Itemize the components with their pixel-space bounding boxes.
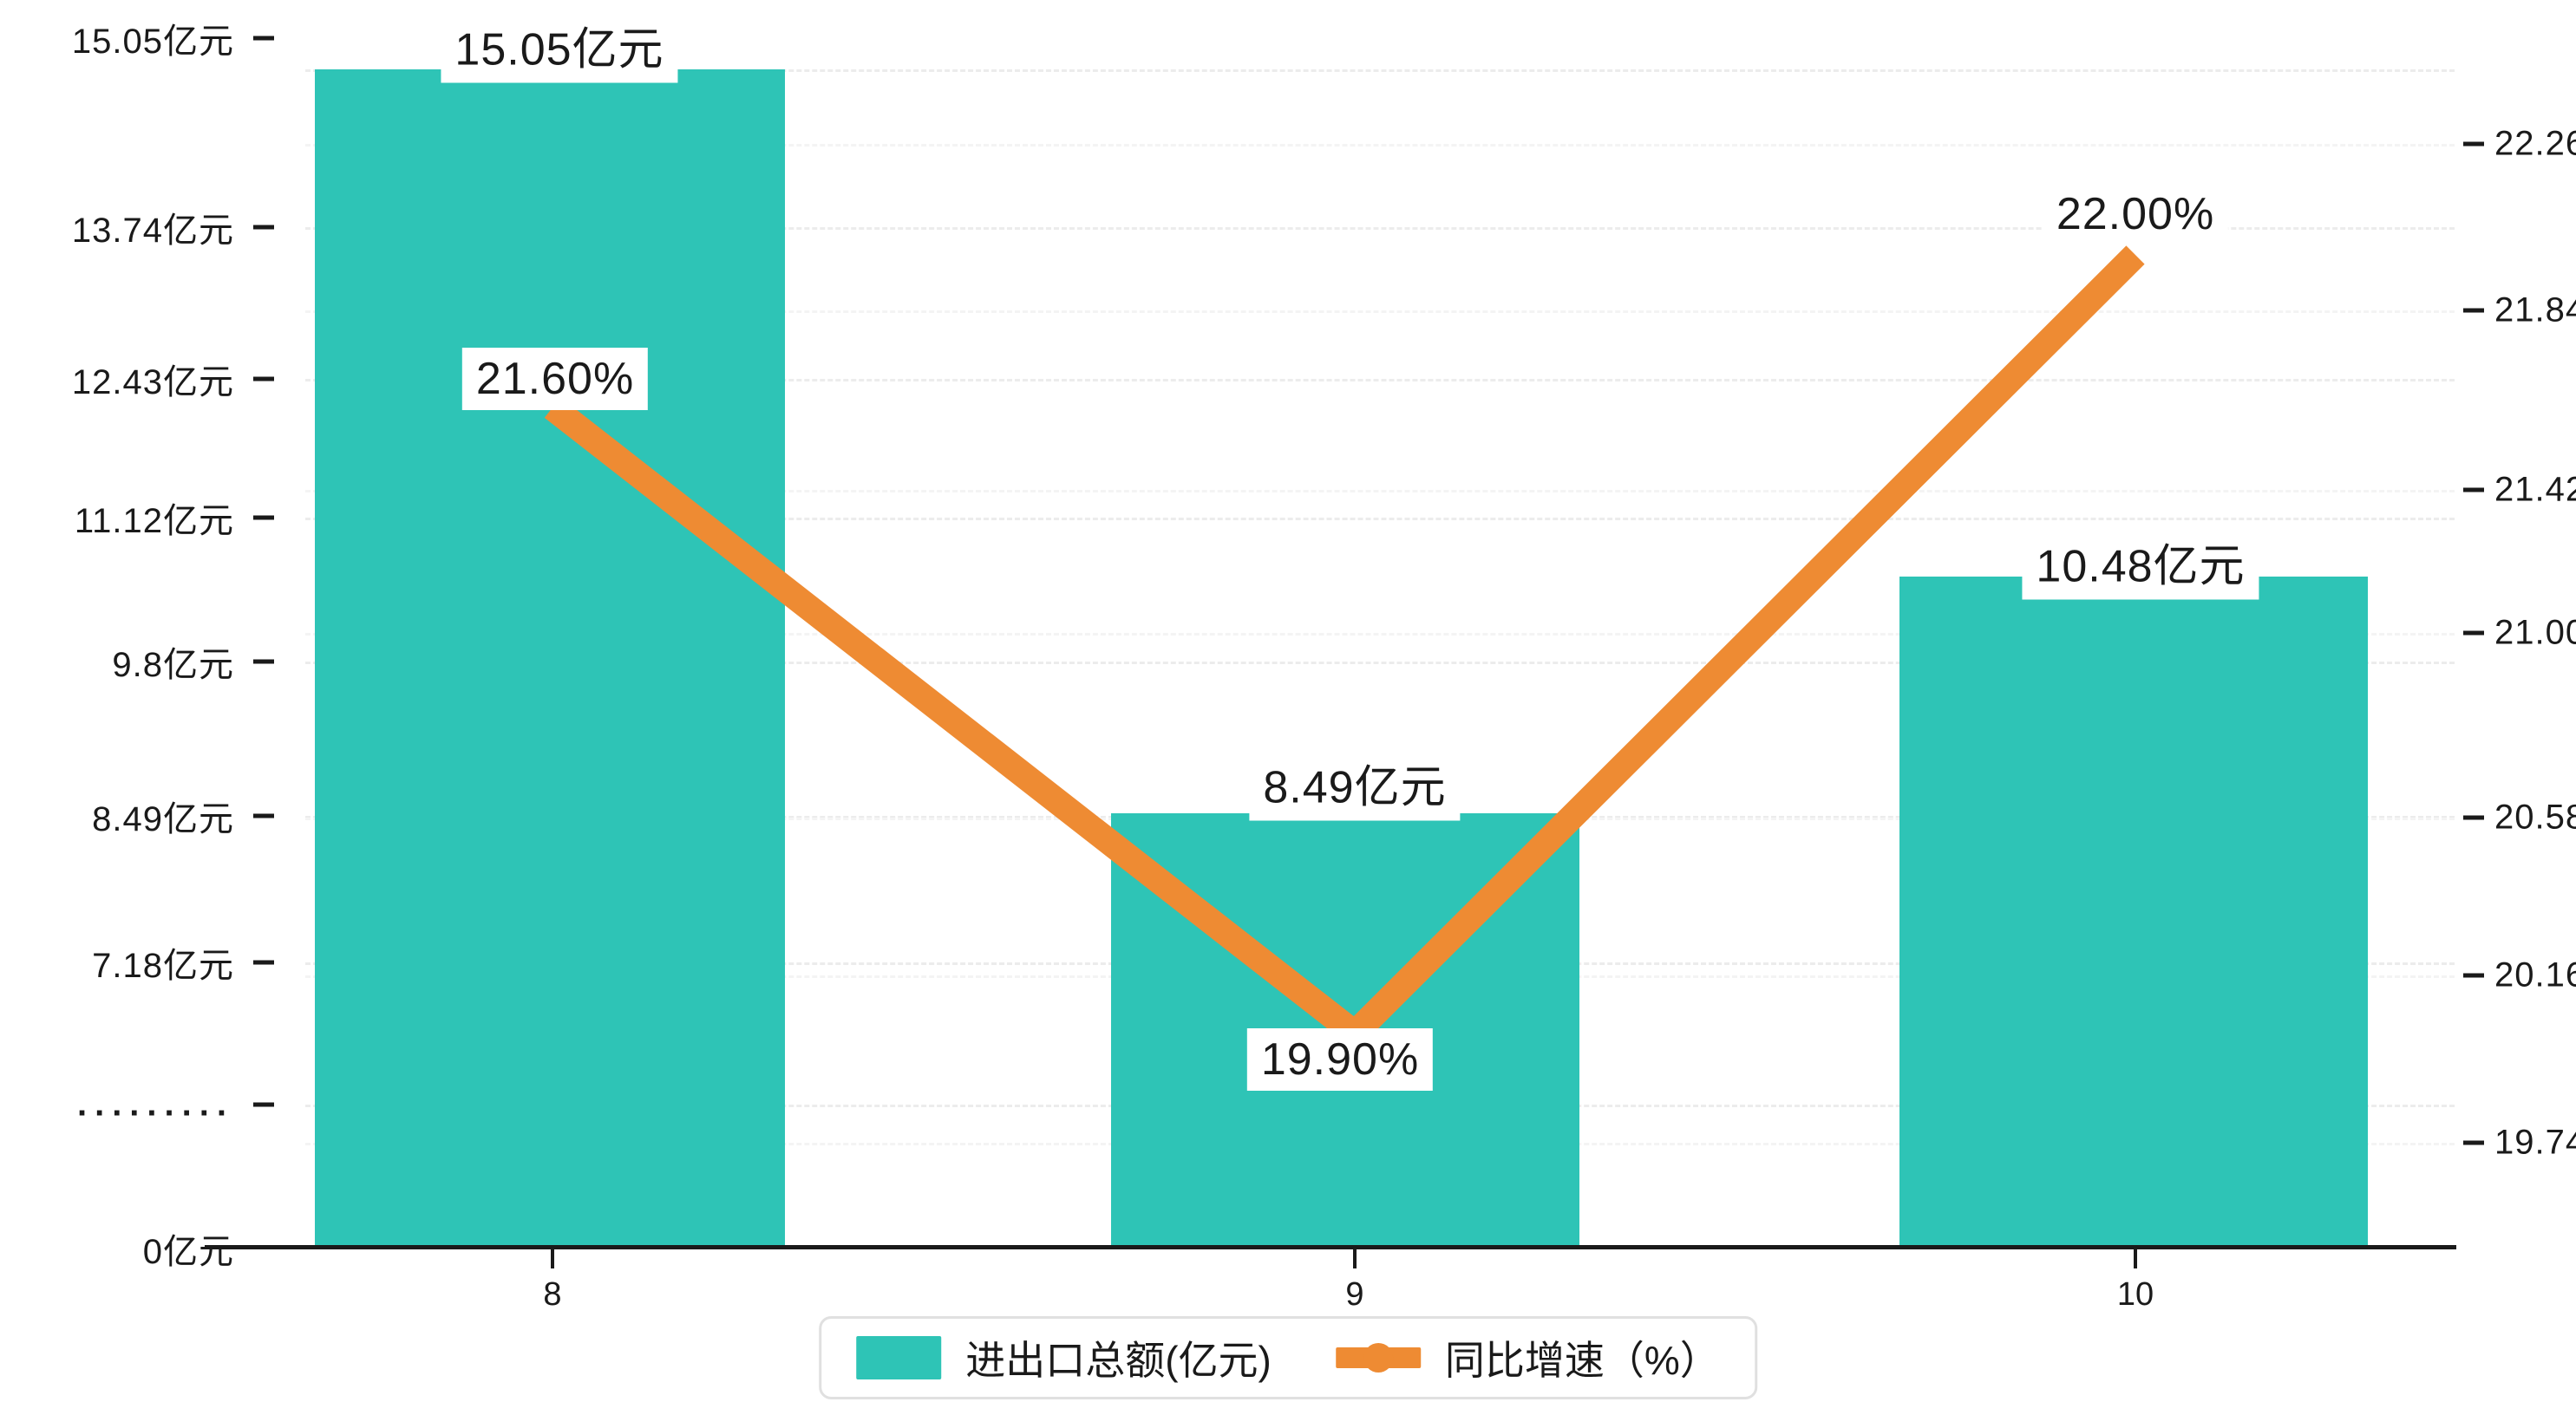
x-axis-line <box>205 1245 2456 1249</box>
y-axis-left-tick <box>253 659 274 664</box>
gridline-major <box>305 69 2455 72</box>
legend-label: 同比增速（%） <box>1444 1338 1720 1383</box>
y-axis-right-label: 22.26 <box>2494 124 2576 163</box>
y-axis-right-label: 21.84 <box>2494 290 2576 329</box>
line-value-label: 22.00% <box>2042 183 2229 245</box>
x-axis-label: 8 <box>543 1276 562 1313</box>
bar-value-label: 10.48亿元 <box>2022 524 2259 600</box>
legend-item[interactable]: 进出口总额(亿元) <box>856 1329 1272 1386</box>
y-axis-right-tick <box>2463 815 2484 820</box>
line-value-label: 19.90% <box>1246 1028 1434 1091</box>
x-axis-tick <box>2134 1249 2137 1268</box>
y-axis-right-label: 20.58 <box>2494 798 2576 837</box>
y-axis-left-tick <box>253 515 274 520</box>
y-axis-left-tick <box>253 1102 274 1107</box>
x-axis-label: 9 <box>1345 1276 1364 1313</box>
gridline-minor <box>305 144 2455 147</box>
bar[interactable] <box>315 69 785 1247</box>
x-axis-tick <box>551 1249 554 1268</box>
chart-legend[interactable]: 进出口总额(亿元) 同比增速（%） <box>819 1316 1757 1399</box>
y-axis-right-label: 19.74 <box>2494 1123 2576 1162</box>
y-axis-right-tick <box>2463 308 2484 313</box>
x-axis-label: 10 <box>2116 1276 2154 1313</box>
y-axis-right-label: 21.42 <box>2494 470 2576 509</box>
legend-bar-swatch-icon <box>856 1336 942 1379</box>
y-axis-left-tick <box>253 36 274 41</box>
y-axis-left-label: 9.8亿元 <box>112 646 234 684</box>
y-axis-right-tick <box>2463 1140 2484 1145</box>
y-axis-left-label: 11.12亿元 <box>74 502 234 540</box>
legend-label: 进出口总额(亿元) <box>965 1338 1272 1383</box>
y-axis-left-label: 13.74亿元 <box>71 212 234 250</box>
y-axis-right-tick <box>2463 141 2484 147</box>
y-axis-right-tick <box>2463 973 2484 978</box>
legend-line-swatch-icon <box>1335 1336 1421 1379</box>
legend-item[interactable]: 同比增速（%） <box>1335 1329 1720 1386</box>
bar-value-label: 8.49亿元 <box>1249 745 1461 821</box>
legend-line-dot-icon <box>1363 1343 1393 1373</box>
y-axis-left-tick <box>253 960 274 965</box>
y-axis-left-label: 7.18亿元 <box>92 947 234 985</box>
y-axis-left-label: 8.49亿元 <box>92 800 234 838</box>
y-axis-left-tick <box>253 376 274 381</box>
y-axis-left-label: ......... <box>76 1085 234 1124</box>
y-axis-left-label: 12.43亿元 <box>71 363 234 401</box>
y-axis-left-label: 15.05亿元 <box>71 23 234 61</box>
x-axis-tick <box>1353 1249 1357 1268</box>
y-axis-left-label: 0亿元 <box>142 1233 234 1271</box>
bar[interactable] <box>1899 577 2368 1247</box>
y-axis-right-tick <box>2463 630 2484 636</box>
y-axis-right-label: 20.16 <box>2494 955 2576 994</box>
line-value-label: 21.60% <box>461 348 649 410</box>
y-axis-left-tick <box>253 225 274 230</box>
y-axis-right-label: 21.00 <box>2494 613 2576 652</box>
y-axis-left-tick <box>253 813 274 818</box>
y-axis-right-tick <box>2463 487 2484 492</box>
bar-value-label: 15.05亿元 <box>441 7 678 83</box>
gridline-major <box>305 227 2455 230</box>
